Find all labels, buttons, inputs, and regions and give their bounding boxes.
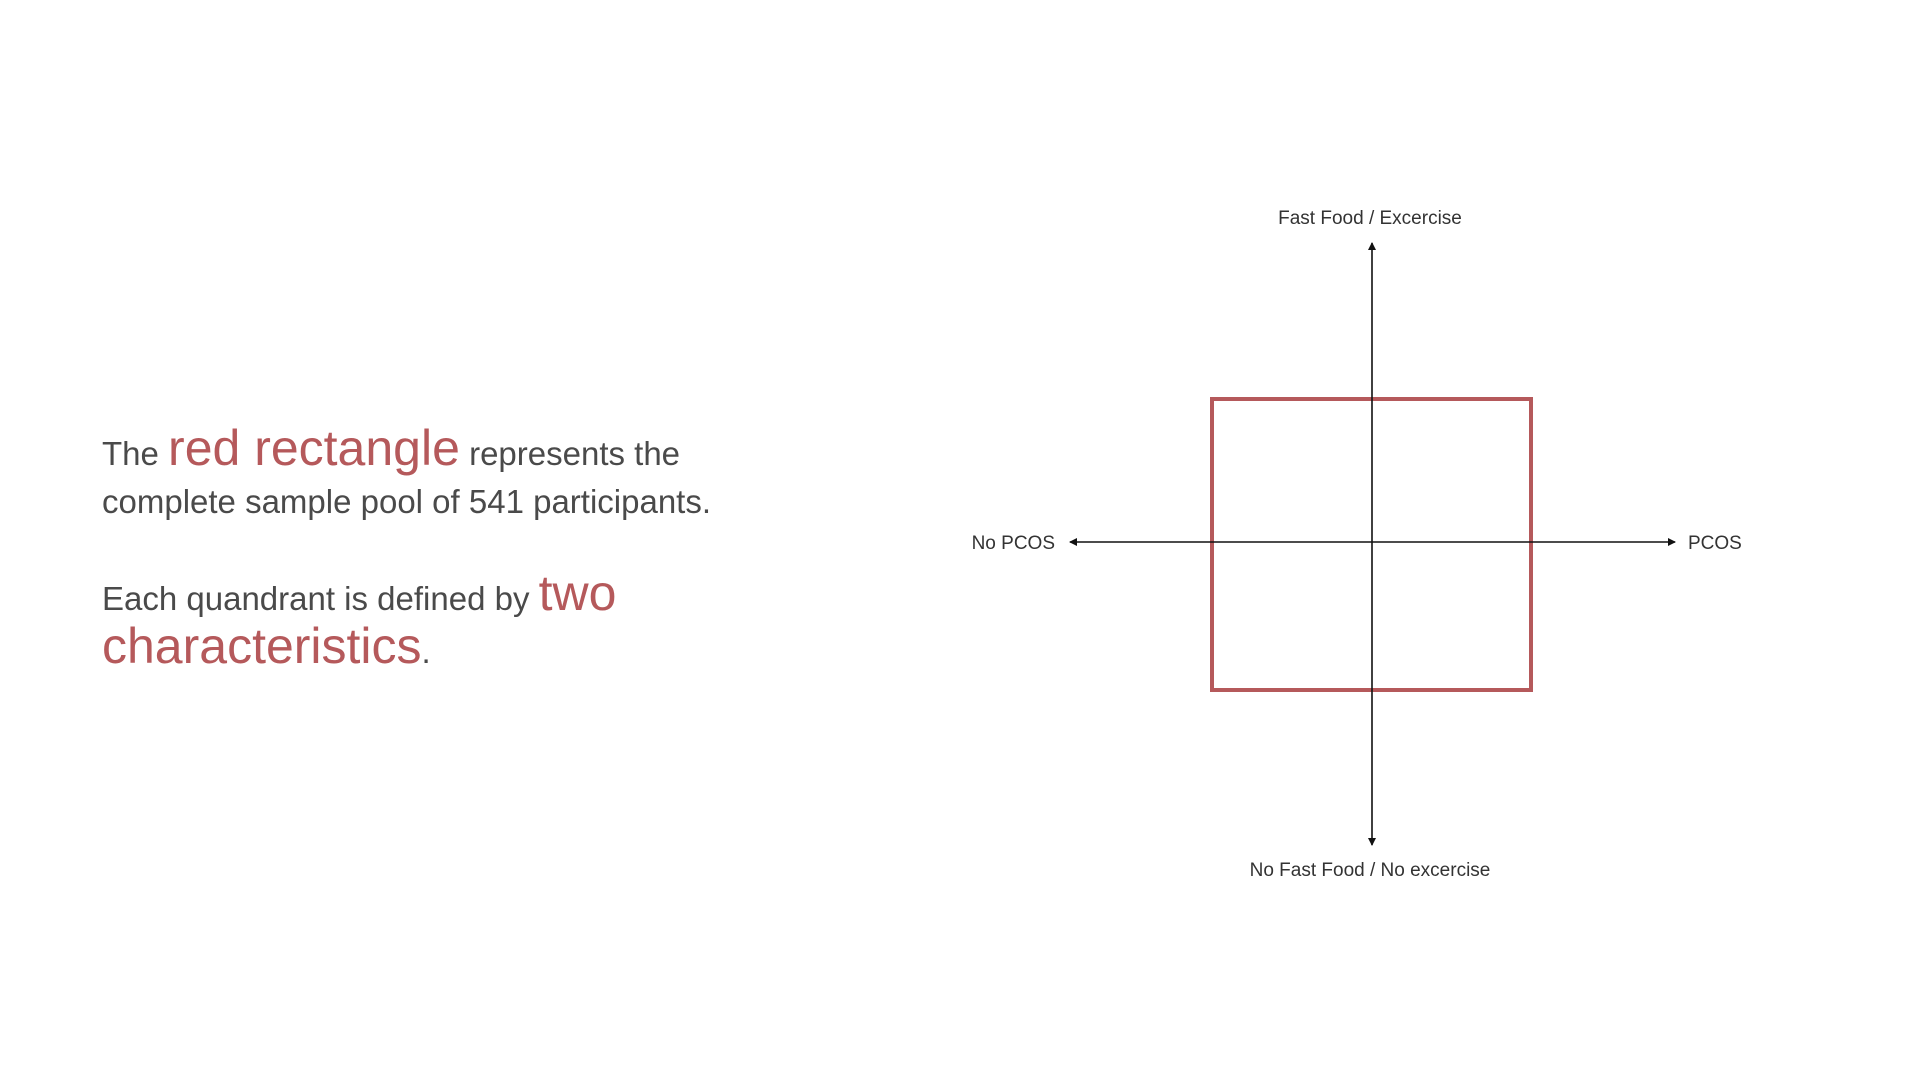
left-axis-label: No PCOS — [972, 533, 1055, 554]
top-axis-label: Fast Food / Excercise — [1278, 208, 1462, 229]
intro-prefix: The — [102, 435, 159, 472]
bottom-axis-label: No Fast Food / No excercise — [1250, 860, 1491, 881]
quadrant-period: . — [421, 633, 431, 670]
red-rectangle-highlight: red rectangle — [168, 420, 460, 476]
intro-paragraph: The red rectangle represents the complet… — [102, 423, 782, 526]
two-characteristics-highlight: two characteristics — [102, 565, 617, 674]
quadrant-paragraph: Each quandrant is defined by two charact… — [102, 568, 782, 676]
right-axis-label: PCOS — [1688, 533, 1742, 554]
intro-suffix: represents the complete sample pool of 5… — [102, 435, 712, 520]
quadrant-prefix: Each quandrant is defined by — [102, 580, 530, 617]
